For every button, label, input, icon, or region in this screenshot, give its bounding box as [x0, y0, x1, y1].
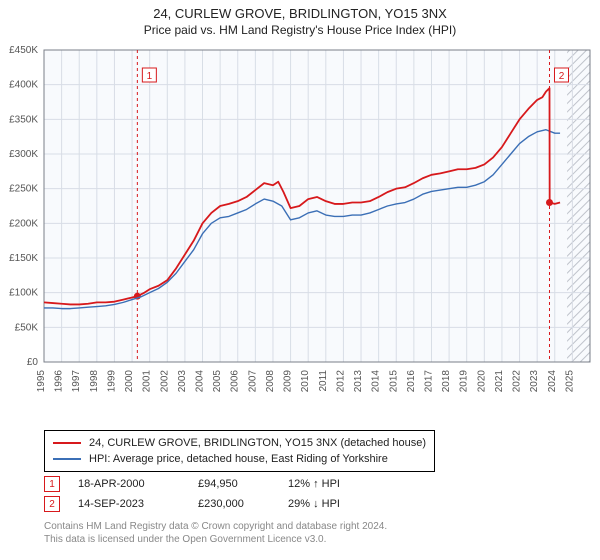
sale-row: 1 18-APR-2000£94,95012% ↑ HPI [44, 474, 378, 494]
sales-table: 1 18-APR-2000£94,95012% ↑ HPI 2 14-SEP-2023… [44, 474, 378, 514]
svg-text:2002: 2002 [159, 370, 170, 393]
svg-text:2008: 2008 [265, 370, 276, 393]
svg-text:2014: 2014 [371, 370, 382, 393]
svg-text:£350K: £350K [9, 114, 38, 125]
sale-date: 18-APR-2000 [78, 478, 198, 490]
chart-svg: £0 £50K £100K £150K £200K £250K £300K £350K £400… [0, 42, 600, 422]
svg-text:2022: 2022 [512, 370, 523, 393]
legend-label: HPI: Average price, detached house, East… [89, 453, 388, 465]
svg-text:2009: 2009 [283, 370, 294, 393]
svg-text:2018: 2018 [441, 370, 452, 393]
svg-text:2024: 2024 [547, 370, 558, 393]
svg-text:2020: 2020 [476, 370, 487, 393]
svg-text:2006: 2006 [230, 370, 241, 393]
svg-text:£50K: £50K [15, 322, 39, 333]
svg-text:2015: 2015 [388, 370, 399, 393]
sale-price: £94,950 [198, 478, 288, 490]
legend-row: 24, CURLEW GROVE, BRIDLINGTON, YO15 3NX … [53, 435, 426, 451]
svg-text:2004: 2004 [195, 370, 206, 393]
svg-text:1998: 1998 [89, 370, 100, 393]
chart-container: 24, CURLEW GROVE, BRIDLINGTON, YO15 3NX … [0, 0, 600, 560]
svg-text:2019: 2019 [459, 370, 470, 393]
legend-swatch [53, 458, 81, 460]
svg-text:2010: 2010 [300, 370, 311, 393]
svg-text:£300K: £300K [9, 149, 38, 160]
svg-text:2021: 2021 [494, 370, 505, 393]
svg-text:2011: 2011 [318, 370, 329, 392]
footer-line2: This data is licensed under the Open Gov… [44, 533, 387, 546]
svg-text:£0: £0 [27, 357, 39, 368]
sale-row: 2 14-SEP-2023£230,00029% ↓ HPI [44, 494, 378, 514]
chart-title: 24, CURLEW GROVE, BRIDLINGTON, YO15 3NX [0, 6, 600, 21]
svg-text:£200K: £200K [9, 218, 38, 229]
svg-text:£250K: £250K [9, 184, 38, 195]
svg-text:£400K: £400K [9, 80, 38, 91]
svg-text:2001: 2001 [142, 370, 153, 393]
svg-text:2013: 2013 [353, 370, 364, 393]
svg-text:£450K: £450K [9, 45, 38, 56]
svg-text:1995: 1995 [36, 370, 47, 393]
svg-text:1: 1 [147, 71, 153, 82]
svg-text:1996: 1996 [54, 370, 65, 393]
svg-text:2000: 2000 [124, 370, 135, 393]
svg-text:2012: 2012 [335, 370, 346, 393]
svg-text:1999: 1999 [106, 370, 117, 393]
sale-marker-box: 1 [44, 476, 60, 492]
chart-area: £0 £50K £100K £150K £200K £250K £300K £350K £400… [0, 42, 600, 422]
footer: Contains HM Land Registry data © Crown c… [44, 520, 387, 546]
legend-swatch [53, 442, 81, 444]
legend-row: HPI: Average price, detached house, East… [53, 451, 426, 467]
svg-text:2007: 2007 [247, 370, 258, 393]
svg-text:2016: 2016 [406, 370, 417, 393]
svg-text:2017: 2017 [423, 370, 434, 393]
chart-subtitle: Price paid vs. HM Land Registry's House … [0, 23, 600, 37]
svg-text:2025: 2025 [564, 370, 575, 393]
svg-text:£150K: £150K [9, 253, 38, 264]
sale-diff: 12% ↑ HPI [288, 478, 378, 490]
title-block: 24, CURLEW GROVE, BRIDLINGTON, YO15 3NX … [0, 0, 600, 37]
svg-text:2003: 2003 [177, 370, 188, 393]
svg-text:1997: 1997 [71, 370, 82, 393]
sale-date: 14-SEP-2023 [78, 498, 198, 510]
svg-text:£100K: £100K [9, 288, 38, 299]
legend-label: 24, CURLEW GROVE, BRIDLINGTON, YO15 3NX … [89, 437, 426, 449]
sale-diff: 29% ↓ HPI [288, 498, 378, 510]
svg-text:2005: 2005 [212, 370, 223, 393]
sale-price: £230,000 [198, 498, 288, 510]
svg-text:2023: 2023 [529, 370, 540, 393]
svg-text:2: 2 [559, 71, 565, 82]
legend: 24, CURLEW GROVE, BRIDLINGTON, YO15 3NX … [44, 430, 435, 472]
footer-line1: Contains HM Land Registry data © Crown c… [44, 520, 387, 533]
sale-marker-box: 2 [44, 496, 60, 512]
